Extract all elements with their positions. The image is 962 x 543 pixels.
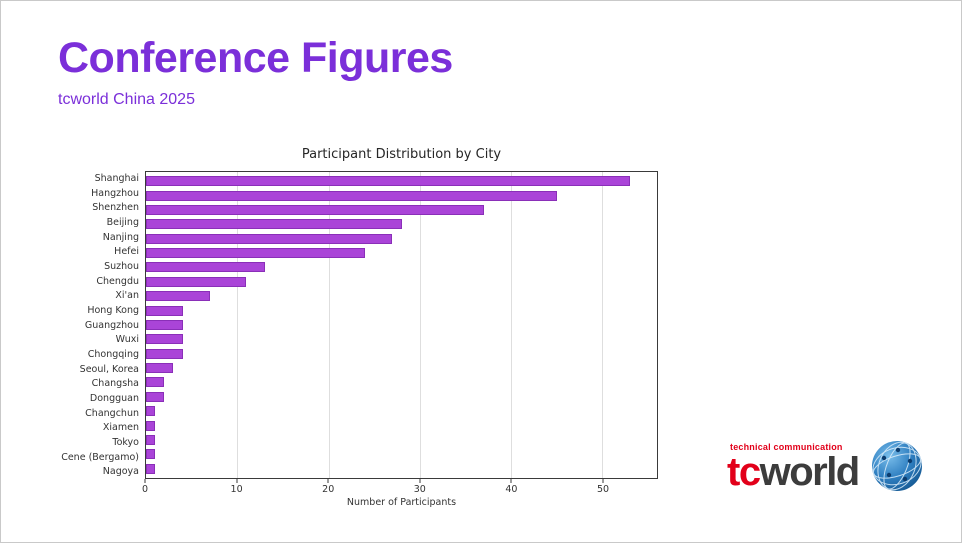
bar — [146, 348, 183, 359]
y-tick-label: Beijing — [106, 216, 139, 228]
y-tick-label: Xi'an — [115, 290, 139, 302]
bar — [146, 219, 402, 230]
gridline — [602, 172, 604, 478]
y-tick-label: Chongqing — [87, 348, 139, 360]
logo-text: technical communication tcworld — [727, 441, 861, 494]
tcworld-logo: technical communication tcworld — [727, 437, 926, 495]
bar — [146, 204, 484, 215]
x-tick-mark — [510, 479, 512, 483]
bar-row — [146, 203, 657, 217]
bar-rows — [146, 172, 657, 478]
y-tick-label: Shanghai — [94, 172, 139, 184]
bar-row — [146, 332, 657, 346]
bar-row — [146, 404, 657, 418]
x-tick-label: 0 — [141, 484, 149, 495]
x-tick-mark — [236, 479, 238, 483]
bar-row — [146, 275, 657, 289]
bar — [146, 391, 165, 402]
x-tick-mark — [419, 479, 421, 483]
logo-tagline: technical communication — [730, 441, 843, 452]
y-tick-label: Hefei — [114, 246, 139, 258]
bar-row — [146, 188, 657, 202]
bar — [146, 248, 365, 259]
plot-wrap: Shanghai Hangzhou Shenzhen Beijing Nanjing He… — [57, 171, 672, 479]
x-axis-label: Number of Participants — [346, 497, 457, 508]
x-tick-label: 10 — [230, 484, 243, 495]
bar-row — [146, 361, 657, 375]
bar — [146, 377, 165, 388]
y-tick-label: Changchun — [85, 407, 139, 419]
bar-row — [146, 433, 657, 447]
globe-icon — [871, 441, 922, 491]
y-tick-label: Hong Kong — [87, 304, 139, 316]
x-tick-label: 40 — [505, 484, 518, 495]
gridline — [237, 172, 239, 478]
y-tick-label: Dongguan — [89, 392, 139, 404]
page-subtitle: tcworld China 2025 — [58, 91, 195, 109]
y-tick-label: Nanjing — [102, 231, 139, 243]
x-tick-label: 20 — [322, 484, 335, 495]
bar-row — [146, 347, 657, 361]
logo-brand-world: world — [759, 449, 861, 494]
bar — [146, 291, 210, 302]
y-axis-labels: Shanghai Hangzhou Shenzhen Beijing Nanjing He… — [57, 171, 145, 479]
bar-row — [146, 462, 657, 476]
plot-area — [145, 171, 658, 479]
y-tick-label: Tokyo — [112, 436, 139, 448]
y-tick-label: Guangzhou — [84, 319, 139, 331]
bar — [146, 406, 156, 417]
bar — [146, 319, 183, 330]
bar-row — [146, 246, 657, 260]
y-tick-label: Shenzhen — [92, 202, 139, 214]
bar-row — [146, 375, 657, 389]
bar-row — [146, 260, 657, 274]
bar — [146, 334, 183, 345]
bar — [146, 305, 183, 316]
bar-row — [146, 447, 657, 461]
bar-row — [146, 289, 657, 303]
bar — [146, 262, 265, 273]
bar-chart: Participant Distribution by City Shangha… — [57, 147, 672, 508]
y-tick-label: Cene (Bergamo) — [61, 451, 139, 463]
bar-row — [146, 217, 657, 231]
logo-brand-tc: tc — [727, 449, 761, 494]
y-tick-label: Suzhou — [104, 260, 139, 272]
bar-row — [146, 390, 657, 404]
gridline — [511, 172, 512, 478]
bar — [146, 190, 557, 201]
y-tick-label: Nagoya — [102, 466, 139, 478]
gridline — [419, 172, 421, 478]
bar — [146, 434, 156, 445]
y-tick-label: Xiamen — [102, 422, 139, 434]
bar-row — [146, 418, 657, 432]
y-tick-label: Changsha — [91, 378, 139, 390]
bar — [146, 463, 156, 474]
x-tick-mark — [327, 479, 329, 483]
x-axis-ticks: 0 10 20 30 40 50 — [141, 479, 658, 496]
x-tick-label: 50 — [596, 484, 610, 495]
logo-brand: tcworld — [727, 449, 861, 494]
bar-row — [146, 303, 657, 317]
bar-row — [146, 174, 657, 188]
bar-row — [146, 232, 657, 246]
slide-header: Conference Figures tcworld China 2025 — [58, 34, 453, 109]
bar — [146, 276, 247, 287]
x-tick-mark — [602, 479, 604, 483]
bar — [146, 233, 393, 244]
bar — [146, 420, 156, 431]
y-tick-label: Wuxi — [115, 334, 139, 346]
bar — [146, 363, 174, 374]
y-tick-label: Seoul, Korea — [79, 363, 139, 375]
bar — [146, 176, 630, 187]
chart-title: Participant Distribution by City — [301, 147, 502, 162]
y-tick-label: Chengdu — [96, 275, 139, 287]
gridline — [328, 172, 330, 478]
page-title: Conference Figures — [58, 34, 453, 82]
x-tick-label: 30 — [413, 484, 426, 495]
y-tick-label: Hangzhou — [91, 187, 139, 199]
x-tick-mark — [144, 479, 146, 483]
bar — [146, 449, 156, 460]
bar-row — [146, 318, 657, 332]
